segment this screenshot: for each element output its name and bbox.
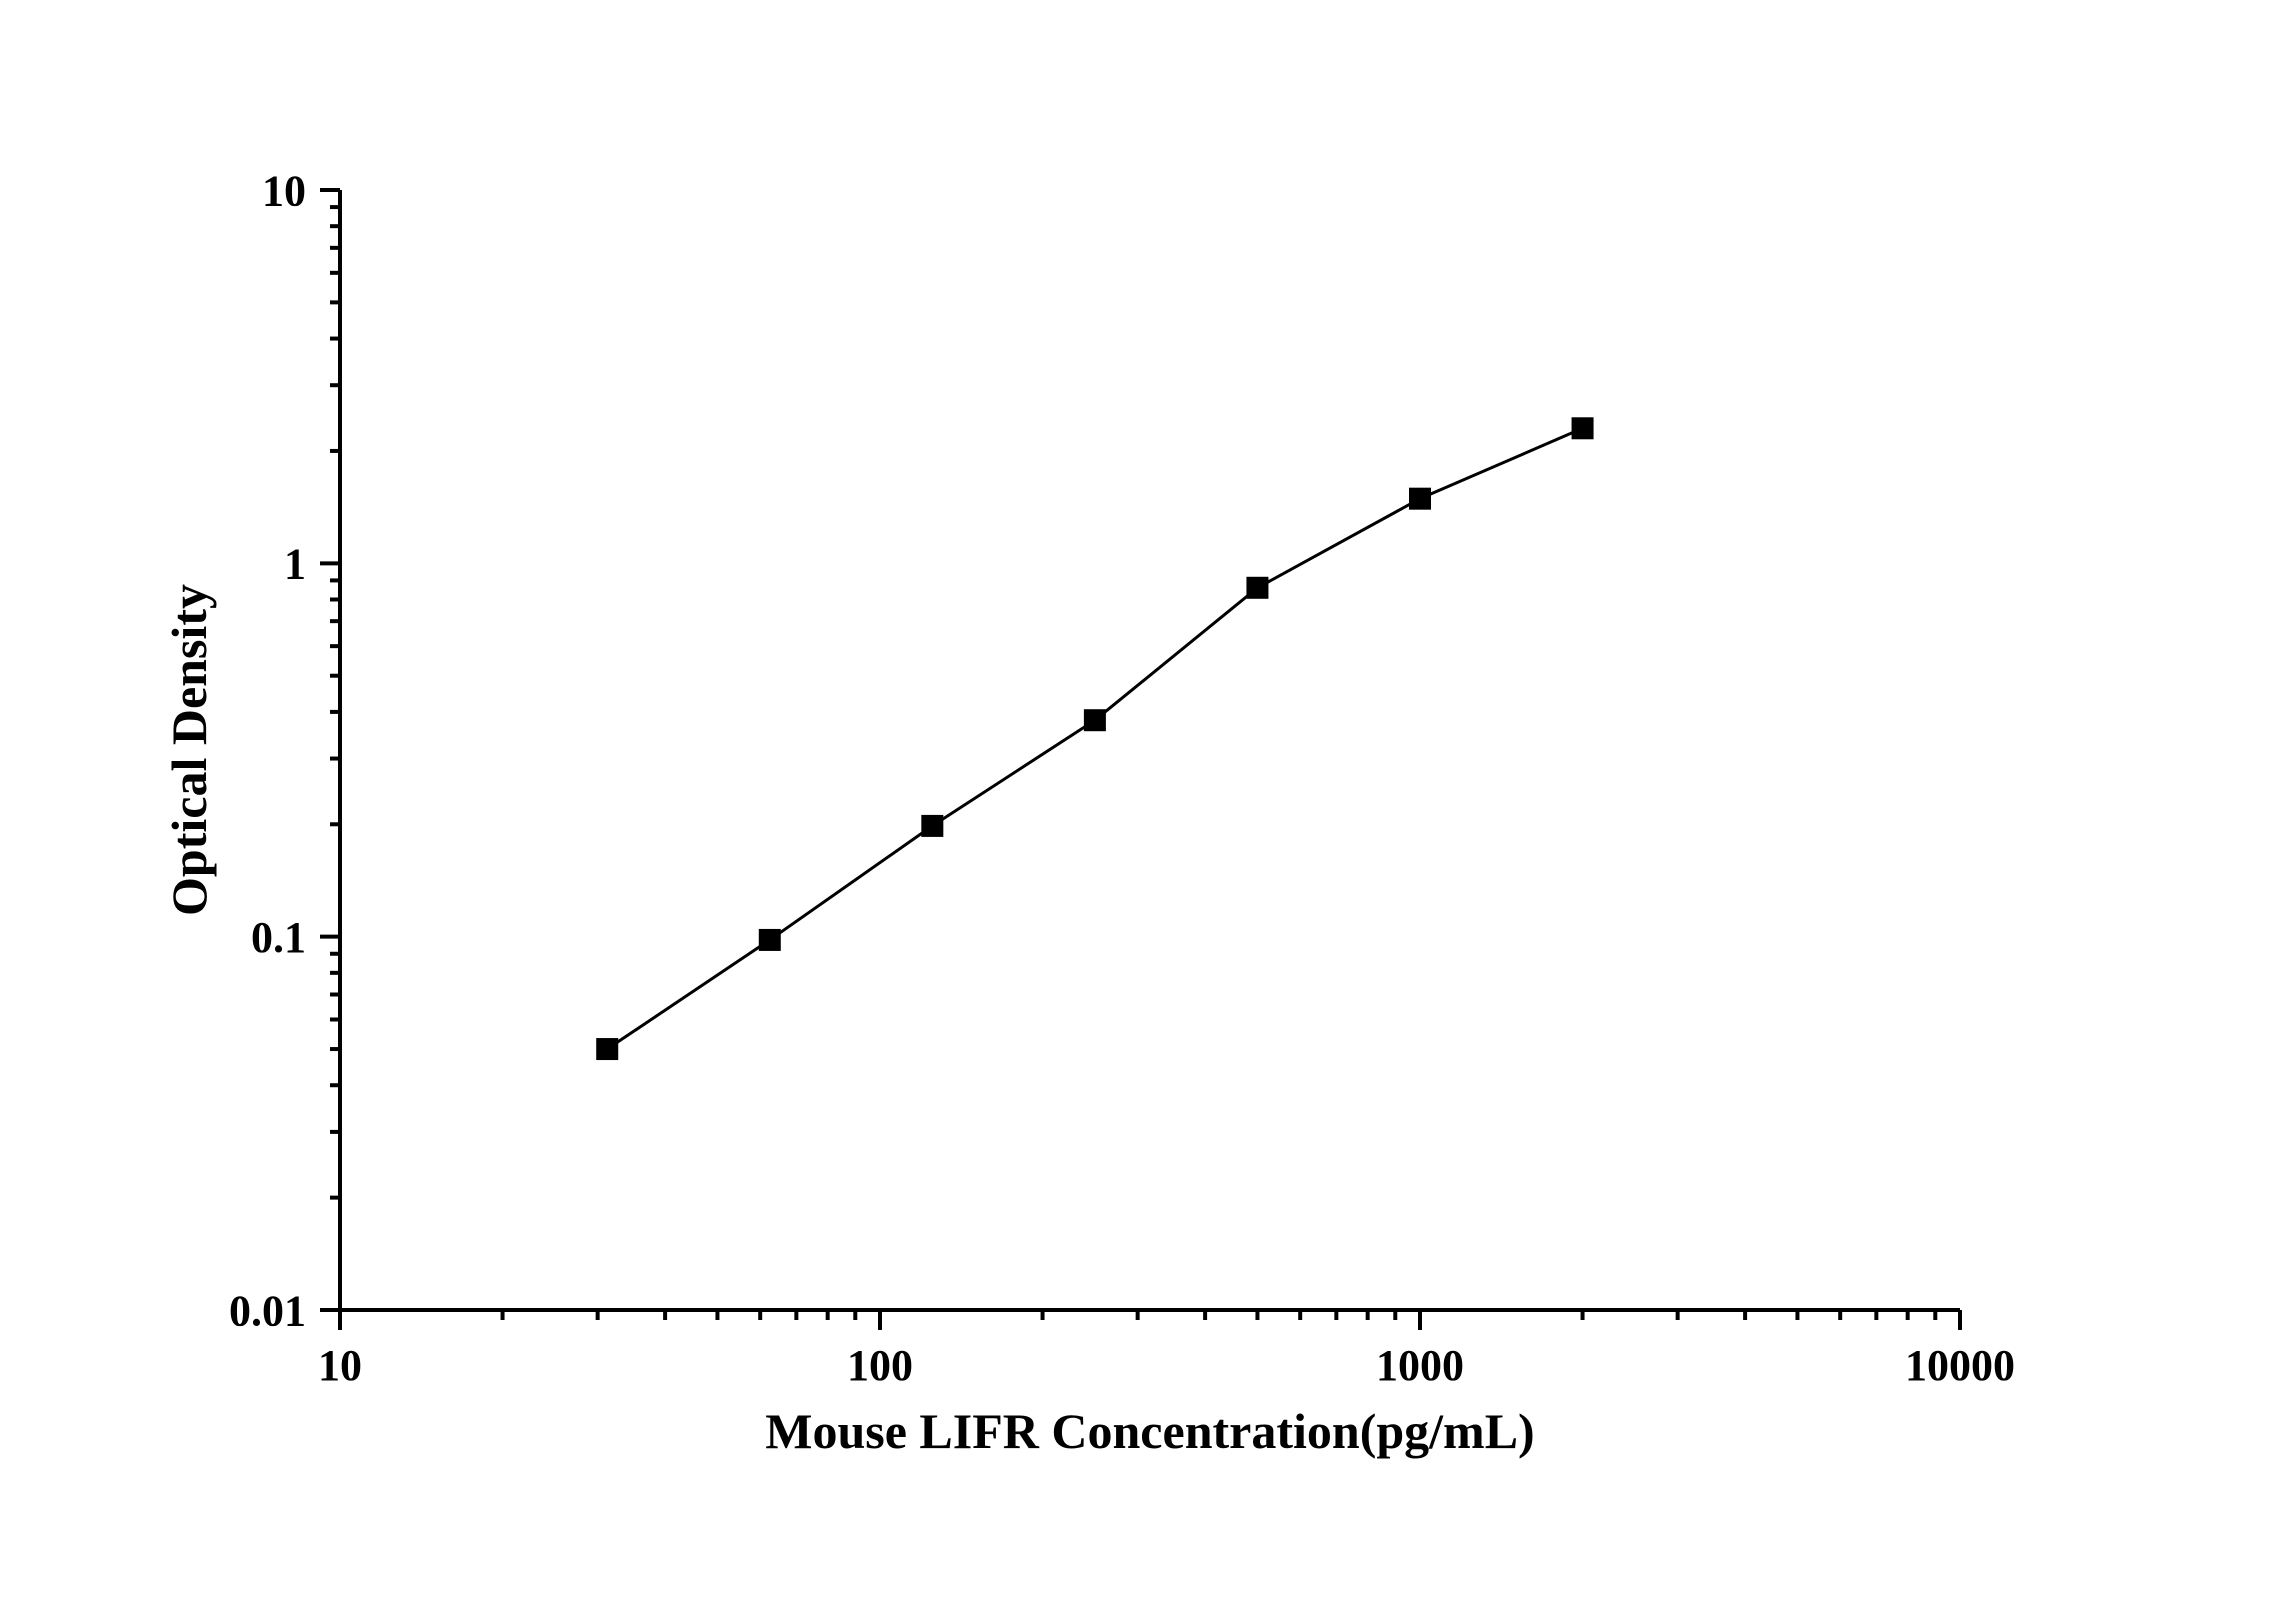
x-tick-label: 10	[318, 1341, 362, 1390]
x-tick-label: 1000	[1376, 1341, 1464, 1390]
y-tick-label: 0.01	[229, 1286, 306, 1335]
data-marker	[759, 929, 781, 951]
data-marker	[1409, 488, 1431, 510]
data-marker	[1246, 577, 1268, 599]
y-tick-label: 1	[284, 540, 306, 589]
x-axis-label: Mouse LIFR Concentration(pg/mL)	[765, 1403, 1534, 1459]
chart-container: 10 100 1000 10000 0.01 0.1 1 10 Mouse LIFR Conce…	[0, 0, 2296, 1604]
data-marker	[1084, 709, 1106, 731]
y-axis-label: Optical Density	[161, 584, 217, 916]
data-marker	[921, 815, 943, 837]
y-tick-label: 10	[262, 166, 306, 215]
elisa-standard-curve-chart: 10 100 1000 10000 0.01 0.1 1 10 Mouse LIFR Conce…	[0, 0, 2296, 1604]
x-tick-label: 10000	[1905, 1341, 2015, 1390]
y-tick-label: 0.1	[251, 913, 306, 962]
data-marker	[1572, 417, 1594, 439]
x-tick-label: 100	[847, 1341, 913, 1390]
data-marker	[596, 1038, 618, 1060]
